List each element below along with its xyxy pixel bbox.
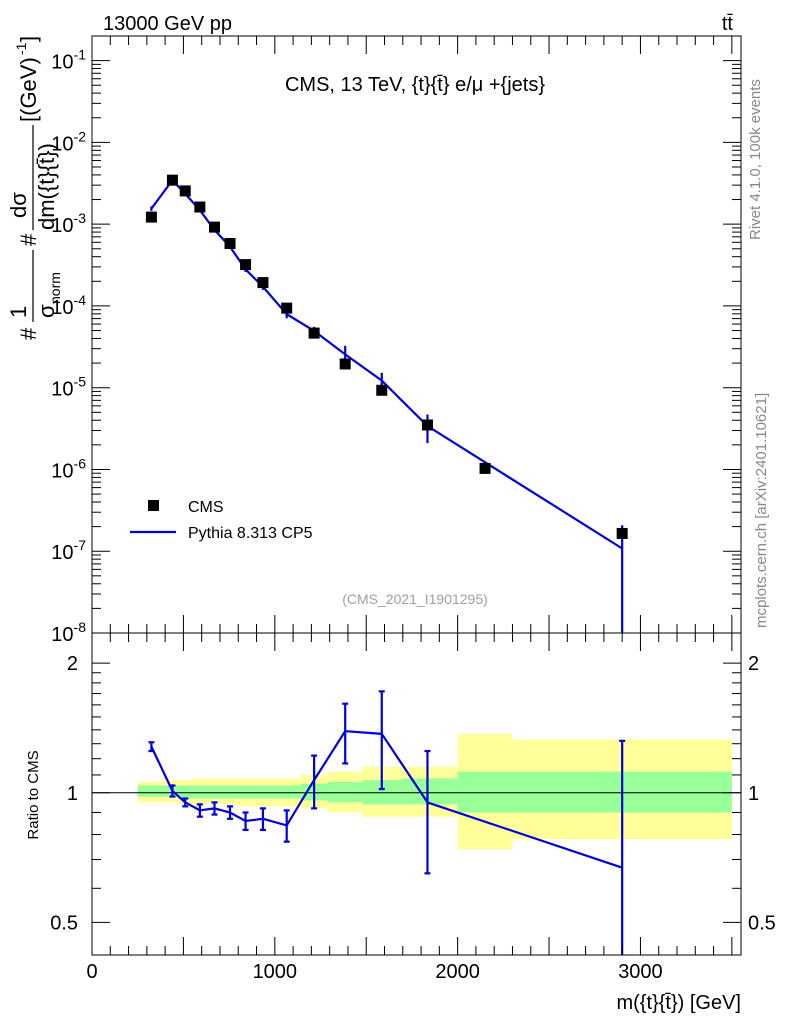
header-left-label: 13000 GeV pp: [103, 13, 232, 35]
ratio-band-inner: [207, 785, 222, 799]
legend-pythia-label: Pythia 8.313 CP5: [188, 525, 313, 542]
ratio-band-inner: [238, 785, 253, 799]
main-y-axis-label: # 1 σ norm # dσ dm({t}{t̄}) [(GeV) -1 ]: [6, 36, 63, 340]
ratio-uncertainty-bands: [137, 733, 732, 850]
legend: CMS Pythia 8.313 CP5: [130, 499, 313, 542]
main-y-tick-label: 10-5: [51, 374, 86, 401]
ratio-band-inner: [327, 781, 363, 803]
y-label-exp: -1: [13, 42, 29, 55]
ratio-y-tick-label-left: 0.5: [50, 912, 78, 934]
ratio-band-inner: [457, 771, 513, 813]
ratio-y-tick-labels: 0.5 0.5 1 1 2 2: [50, 653, 776, 934]
ratio-band-inner: [221, 785, 239, 799]
y-label-sigma: σ: [34, 304, 59, 318]
x-tick-label: 3000: [618, 961, 663, 983]
cms-data-point: [281, 302, 293, 314]
ratio-y-tick-label-right: 1: [748, 783, 759, 805]
ratio-frame: [91, 632, 742, 956]
y-label-hash-2: #: [16, 233, 41, 246]
y-label-hash-1: #: [16, 327, 41, 340]
rivet-label: Rivet 4.1.0, 100k events: [747, 79, 764, 240]
ratio-y-axis-label: Ratio to CMS: [25, 750, 42, 839]
ratio-band-inner: [177, 785, 193, 799]
ratio-y-tick-label-left: 1: [67, 783, 78, 805]
legend-cms-marker: [148, 500, 159, 511]
ratio-panel: 0.5 0.5 1 1 2 2 0 1000 2000 3000 Ratio to CMS m(…: [25, 632, 776, 1014]
ratio-band-inner: [272, 785, 301, 799]
y-label-norm: norm: [47, 272, 63, 304]
header-right-label: tt̄: [722, 13, 734, 35]
main-frame: [91, 35, 742, 634]
cms-data-point: [421, 419, 433, 431]
ratio-y-tick-label-left: 2: [67, 653, 78, 675]
main-plot-area: [145, 174, 628, 633]
cms-data-point: [376, 384, 388, 396]
x-axis-label: m({t}{t̄}) [GeV]: [616, 992, 741, 1014]
cms-series-main: [145, 174, 628, 539]
ratio-band-inner: [161, 785, 178, 797]
x-tick-labels: 0 1000 2000 3000: [86, 961, 662, 983]
ratio-band-inner: [192, 785, 208, 799]
main-y-tick-label: 10-1: [51, 47, 86, 74]
main-y-tick-label: 10-6: [51, 455, 86, 482]
x-tick-label: 0: [86, 961, 97, 983]
cms-data-point: [616, 527, 628, 539]
pythia-line: [150, 178, 623, 550]
ratio-line: [150, 730, 623, 869]
cms-data-point: [308, 327, 320, 339]
main-y-tick-label: 10-4: [51, 292, 86, 319]
legend-cms-label: CMS: [188, 499, 224, 516]
x-tick-label: 1000: [253, 961, 298, 983]
ratio-band-inner: [400, 778, 458, 805]
cms-data-point: [194, 201, 206, 213]
cms-data-point: [339, 358, 351, 370]
cms-data-point: [166, 174, 178, 186]
ratio-axis-ticks: [91, 633, 741, 955]
y-label-dsigma: dσ: [6, 192, 31, 218]
ratio-band-inner: [137, 785, 162, 797]
y-label-units: [(GeV): [16, 57, 41, 122]
main-y-tick-label: 10-3: [51, 210, 86, 237]
y-label-dm: dm({t}{t̄}): [34, 143, 59, 230]
analysis-tag: (CMS_2021_I1901295): [342, 591, 488, 607]
main-y-tick-labels: 10-8 10-7 10-6 10-5 10-4 10-3 10-2 10-1: [51, 47, 86, 646]
ratio-y-tick-label-right: 2: [748, 653, 759, 675]
pythia-series-main: [150, 178, 624, 633]
cms-data-point: [224, 237, 236, 249]
main-y-tick-label: 10-8: [51, 619, 86, 646]
cms-data-point: [179, 185, 191, 197]
cms-data-point: [240, 259, 252, 271]
main-panel: 10-8 10-7 10-6 10-5 10-4 10-3 10-2 10-1 CMS, 13…: [6, 35, 742, 646]
cms-data-point: [479, 462, 491, 474]
y-label-one: 1: [6, 306, 31, 318]
main-y-tick-label: 10-2: [51, 128, 86, 155]
cms-data-point: [257, 277, 269, 289]
x-tick-label: 2000: [435, 961, 480, 983]
cms-data-point: [208, 221, 220, 233]
cms-data-point: [145, 211, 157, 223]
ratio-series: [148, 690, 626, 955]
y-label-close: ]: [16, 36, 41, 42]
main-y-tick-label: 10-7: [51, 537, 86, 564]
main-axis-ticks: [91, 35, 741, 634]
ratio-band-inner: [252, 785, 273, 799]
ratio-y-tick-label-right: 0.5: [748, 912, 776, 934]
plot-title: CMS, 13 TeV, {t}{t̄} e/μ +{jets}: [285, 74, 545, 96]
mcplots-label: mcplots.cern.ch [arXiv:2401.10621]: [753, 393, 770, 628]
